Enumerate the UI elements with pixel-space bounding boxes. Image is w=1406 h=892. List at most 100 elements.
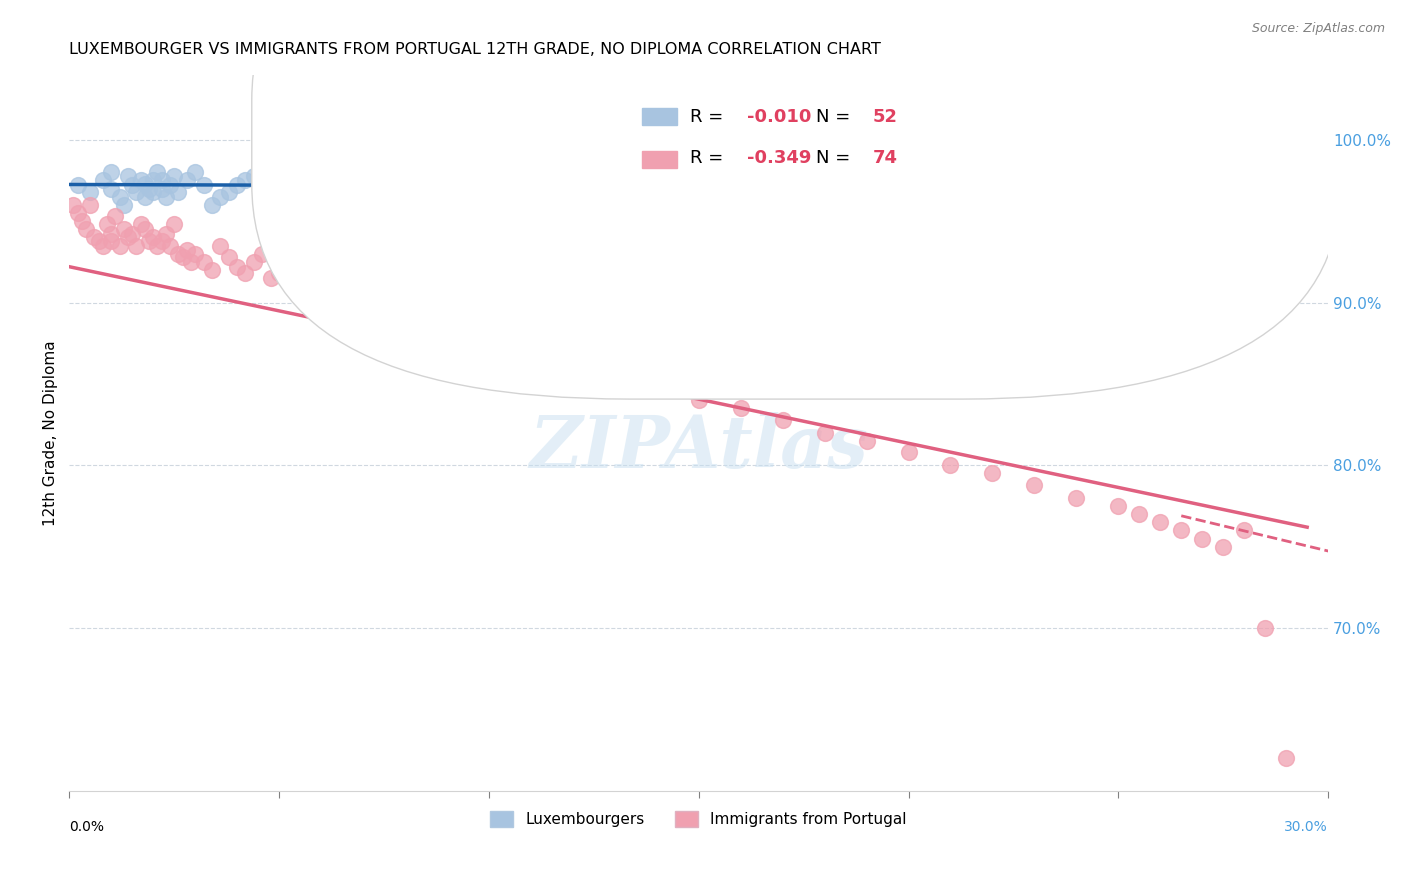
Point: [163, 218, 186, 232]
Point: [209, 190, 232, 204]
Point: [142, 173, 165, 187]
Point: [104, 209, 127, 223]
Point: [478, 185, 501, 199]
Point: [1107, 499, 1129, 513]
Point: [243, 255, 266, 269]
Point: [834, 178, 856, 193]
Point: [150, 234, 173, 248]
Text: 52: 52: [872, 108, 897, 126]
Point: [981, 467, 1004, 481]
Point: [939, 458, 962, 473]
Text: R =: R =: [690, 149, 728, 168]
Point: [100, 165, 122, 179]
Point: [87, 234, 110, 248]
Point: [184, 165, 207, 179]
Text: -0.349: -0.349: [747, 149, 811, 168]
Point: [352, 287, 374, 301]
Text: N =: N =: [815, 108, 856, 126]
Point: [1170, 524, 1192, 538]
Point: [1066, 491, 1088, 505]
Point: [330, 185, 353, 199]
Point: [330, 283, 353, 297]
Point: [83, 230, 105, 244]
Point: [117, 230, 139, 244]
Text: 0.0%: 0.0%: [69, 820, 104, 834]
Point: [112, 198, 135, 212]
Point: [415, 320, 437, 334]
Point: [1191, 532, 1213, 546]
Point: [176, 244, 198, 258]
Point: [184, 246, 207, 260]
Point: [62, 198, 84, 212]
Point: [1233, 524, 1256, 538]
Point: [209, 238, 232, 252]
Point: [129, 218, 152, 232]
Point: [252, 246, 274, 260]
Point: [235, 266, 257, 280]
Point: [125, 185, 148, 199]
Point: [218, 185, 240, 199]
Point: [79, 185, 101, 199]
Point: [243, 169, 266, 183]
Point: [415, 185, 437, 199]
Point: [193, 255, 215, 269]
Point: [394, 193, 416, 207]
Point: [309, 279, 332, 293]
Point: [142, 185, 165, 199]
Point: [100, 181, 122, 195]
Point: [159, 178, 181, 193]
Point: [457, 331, 479, 345]
Point: [155, 227, 177, 241]
Point: [394, 303, 416, 318]
Text: Source: ZipAtlas.com: Source: ZipAtlas.com: [1251, 22, 1385, 36]
Point: [1107, 185, 1129, 199]
Point: [129, 173, 152, 187]
Point: [91, 238, 114, 252]
Point: [457, 173, 479, 187]
Point: [520, 348, 543, 362]
Point: [121, 227, 143, 241]
Point: [730, 401, 752, 416]
Point: [134, 222, 156, 236]
Point: [75, 222, 97, 236]
Point: [117, 169, 139, 183]
Text: ZIPAtlas: ZIPAtlas: [529, 411, 868, 483]
Text: N =: N =: [815, 149, 856, 168]
Point: [100, 227, 122, 241]
Text: 74: 74: [872, 149, 897, 168]
Point: [561, 360, 583, 375]
Point: [146, 165, 169, 179]
Point: [436, 178, 458, 193]
Point: [288, 178, 311, 193]
Point: [981, 173, 1004, 187]
Point: [1254, 621, 1277, 635]
Point: [260, 271, 283, 285]
Legend: Luxembourgers, Immigrants from Portugal: Luxembourgers, Immigrants from Portugal: [484, 805, 912, 833]
Bar: [643, 108, 678, 126]
Point: [226, 178, 249, 193]
Point: [134, 190, 156, 204]
Point: [1233, 129, 1256, 144]
Point: [855, 434, 877, 448]
Y-axis label: 12th Grade, No Diploma: 12th Grade, No Diploma: [44, 340, 58, 525]
Point: [96, 218, 118, 232]
Point: [121, 178, 143, 193]
Point: [226, 260, 249, 274]
Point: [688, 393, 710, 408]
Point: [1212, 540, 1234, 554]
Point: [309, 190, 332, 204]
Text: 30.0%: 30.0%: [1285, 820, 1329, 834]
Point: [155, 190, 177, 204]
Point: [772, 413, 794, 427]
Point: [478, 336, 501, 351]
Point: [218, 250, 240, 264]
Point: [176, 173, 198, 187]
Point: [91, 173, 114, 187]
Point: [436, 325, 458, 339]
Point: [159, 238, 181, 252]
Point: [125, 238, 148, 252]
Point: [167, 185, 190, 199]
Point: [260, 173, 283, 187]
Point: [201, 198, 224, 212]
Point: [70, 214, 93, 228]
